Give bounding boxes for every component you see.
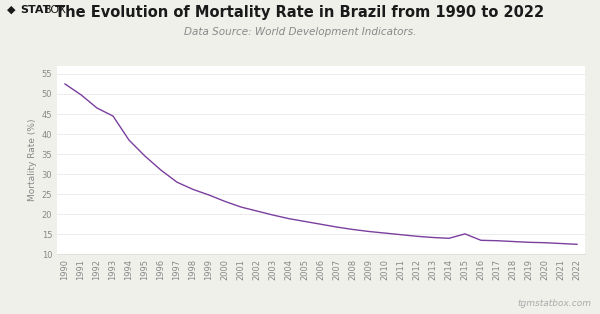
Text: STAT: STAT (20, 5, 50, 15)
Text: tgmstatbox.com: tgmstatbox.com (517, 299, 591, 308)
Y-axis label: Mortality Rate (%): Mortality Rate (%) (28, 119, 37, 201)
Text: The Evolution of Mortality Rate in Brazil from 1990 to 2022: The Evolution of Mortality Rate in Brazi… (55, 5, 545, 20)
Text: Data Source: World Development Indicators.: Data Source: World Development Indicator… (184, 27, 416, 37)
Text: ◆: ◆ (7, 5, 16, 15)
Text: BOX: BOX (44, 5, 67, 15)
